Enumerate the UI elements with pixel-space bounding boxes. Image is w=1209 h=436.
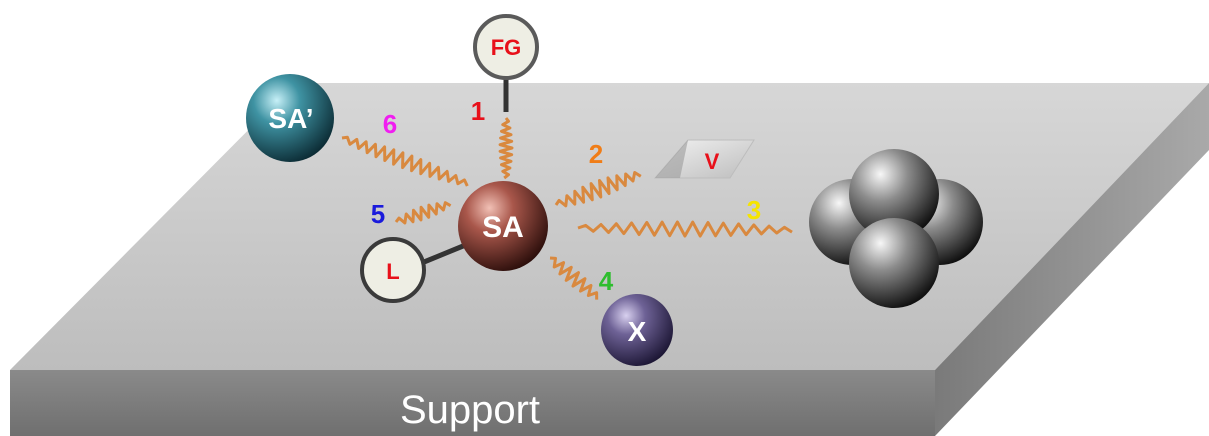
sa-prime-sphere xyxy=(246,74,334,162)
interaction-wave-3 xyxy=(577,220,793,238)
x-atom: X xyxy=(601,294,673,366)
interaction-wave-1 xyxy=(498,117,514,180)
support-front-face xyxy=(10,370,935,436)
sa-label: SA xyxy=(482,211,524,244)
sa-sphere xyxy=(458,181,548,271)
interaction-wave-5 xyxy=(394,201,452,225)
ligand-bond xyxy=(423,241,469,265)
support-slab: Support xyxy=(10,83,1209,436)
sa-prime-atom: SA’ xyxy=(246,74,334,162)
ligand: L xyxy=(360,237,426,303)
functional-group: FG xyxy=(473,14,539,80)
metal-cluster xyxy=(809,149,983,308)
vacancy-flap-shadow xyxy=(655,140,688,178)
interaction-waves xyxy=(341,117,793,300)
interaction-number-3: 3 xyxy=(747,195,761,225)
x-label: X xyxy=(628,316,647,347)
interaction-numbers: 1 2 3 4 5 6 xyxy=(371,96,761,296)
fg-circle xyxy=(473,14,539,80)
vacancy-marker: V xyxy=(653,139,755,179)
interaction-wave-2 xyxy=(554,171,642,208)
support-label: Support xyxy=(400,388,540,432)
ligand-label: L xyxy=(386,259,399,284)
single-atom: SA xyxy=(458,181,548,271)
cluster-sphere-bottom xyxy=(849,218,939,308)
interaction-wave-6 xyxy=(341,135,469,187)
interaction-number-6: 6 xyxy=(383,109,397,139)
ligand-circle xyxy=(360,237,426,303)
interaction-number-1: 1 xyxy=(471,96,485,126)
interaction-wave-4 xyxy=(549,256,599,300)
sa-prime-label: SA’ xyxy=(268,103,313,134)
vacancy-label: V xyxy=(705,149,720,174)
interaction-number-2: 2 xyxy=(589,139,603,169)
interaction-number-5: 5 xyxy=(371,199,385,229)
support-side-face xyxy=(935,83,1209,436)
cluster-sphere-top xyxy=(849,149,939,239)
interaction-number-4: 4 xyxy=(599,266,614,296)
fg-label: FG xyxy=(491,35,522,60)
x-sphere xyxy=(601,294,673,366)
